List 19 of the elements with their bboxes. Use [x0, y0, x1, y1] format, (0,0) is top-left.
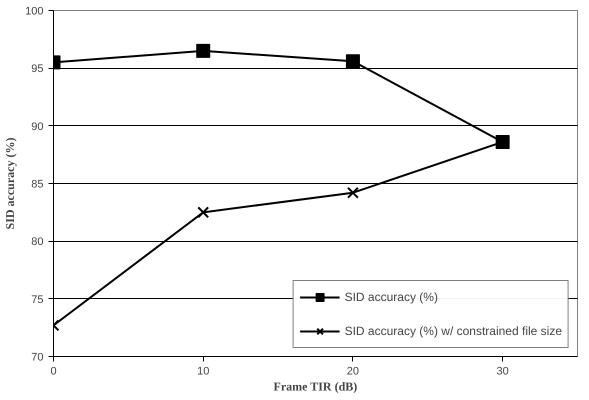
- y-tick-label: 80: [31, 236, 44, 248]
- y-tick-label: 75: [31, 294, 44, 306]
- x-axis-title: Frame TIR (dB): [274, 380, 358, 394]
- point: [197, 206, 210, 218]
- x-tick-label: 20: [346, 366, 360, 378]
- y-tick-label: 100: [25, 6, 44, 18]
- y-tick-label: 95: [31, 63, 44, 76]
- y-tick-label: 70: [31, 352, 44, 364]
- legend-label: SID accuracy (%): [344, 290, 439, 304]
- point: [346, 186, 359, 199]
- y-tick-label: 85: [31, 178, 44, 190]
- legend-label: SID accuracy (%) w/ constrained file size: [344, 324, 562, 338]
- y-tick-label: 90: [31, 120, 44, 133]
- point: [196, 44, 210, 58]
- x-tick-label: 30: [496, 366, 509, 378]
- point: [346, 54, 360, 68]
- x-tick-label: 10: [197, 366, 210, 378]
- x-tick-label: 0: [50, 366, 57, 378]
- y-axis-title: SID accuracy (%): [3, 138, 18, 230]
